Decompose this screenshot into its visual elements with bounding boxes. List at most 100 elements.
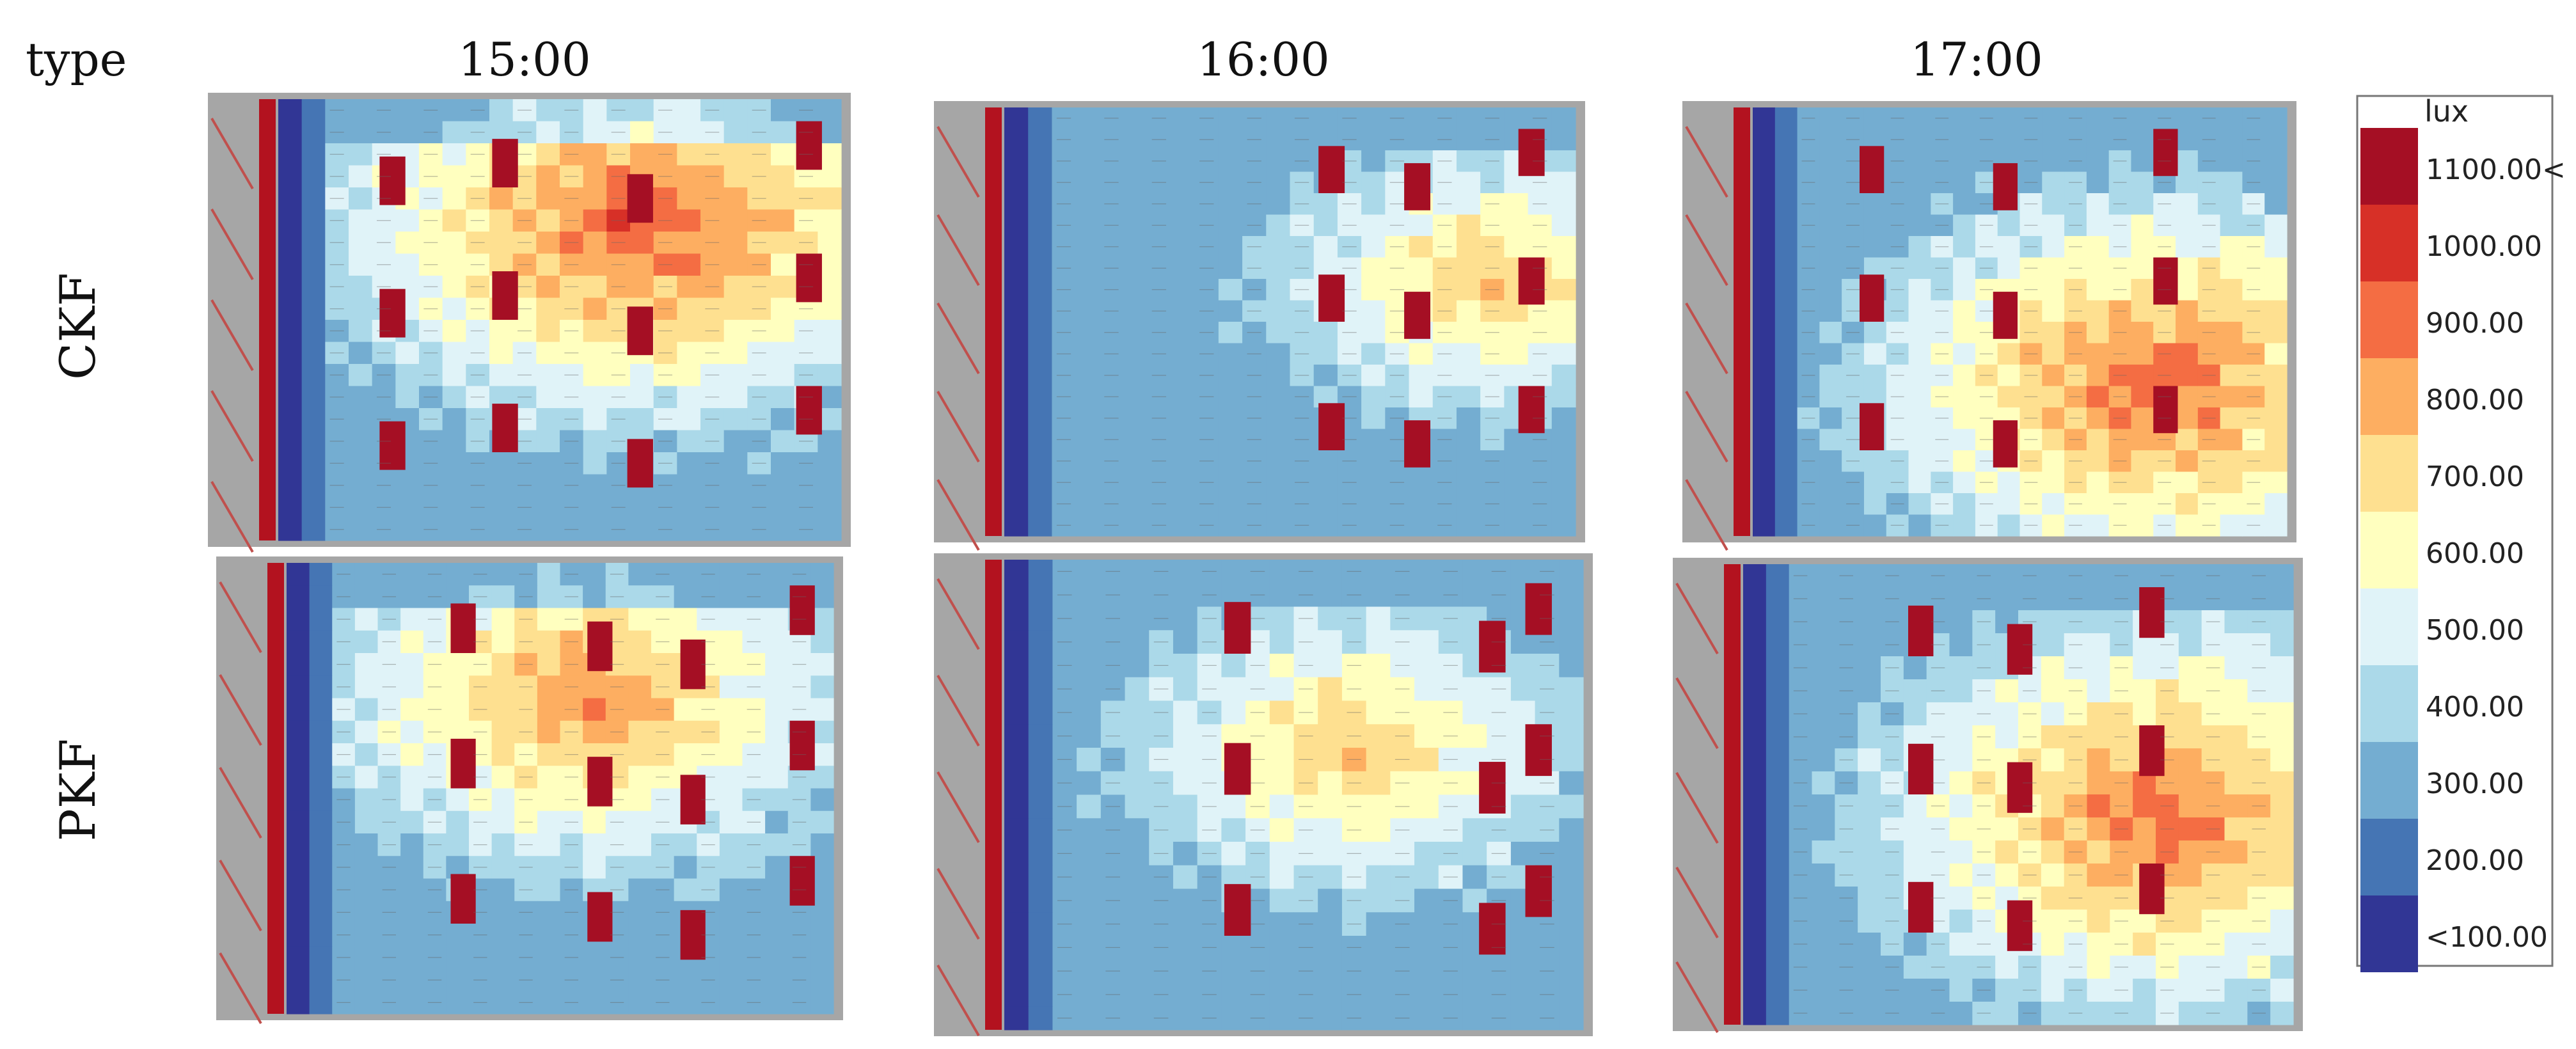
heat-cell bbox=[377, 968, 401, 992]
heat-cell bbox=[2018, 840, 2042, 864]
heat-cell bbox=[278, 496, 303, 519]
heat-cell bbox=[2197, 300, 2221, 322]
heat-cell bbox=[1313, 493, 1338, 516]
heat-cell bbox=[630, 496, 654, 519]
heat-cell bbox=[742, 698, 766, 722]
heat-cell bbox=[1953, 514, 1976, 537]
heat-cell bbox=[1123, 257, 1148, 280]
heat-cell bbox=[1385, 471, 1410, 494]
heat-cell bbox=[2064, 429, 2087, 451]
heat-cell bbox=[765, 810, 789, 834]
heat-cell bbox=[2041, 725, 2065, 749]
heat-cell bbox=[810, 833, 834, 856]
heat-cell bbox=[446, 810, 470, 834]
heat-cell bbox=[1173, 771, 1198, 796]
heat-cell bbox=[2019, 150, 2043, 173]
heat-cell bbox=[537, 653, 561, 676]
heat-cell bbox=[677, 452, 701, 475]
heat-cell bbox=[1797, 257, 1820, 280]
heat-cell bbox=[1551, 257, 1576, 280]
heat-cell bbox=[419, 408, 443, 431]
heat-cell bbox=[1858, 633, 1881, 657]
heat-cell bbox=[630, 408, 654, 431]
heat-cell bbox=[747, 474, 771, 497]
heat-cell bbox=[2087, 725, 2110, 749]
heat-cell bbox=[1753, 171, 1776, 194]
heat-cell bbox=[2110, 910, 2133, 933]
heat-cell bbox=[2087, 1002, 2110, 1025]
heat-cell bbox=[1789, 910, 1813, 933]
heat-cell bbox=[1173, 654, 1198, 678]
heat-cell bbox=[1510, 560, 1536, 584]
heat-cell bbox=[1972, 633, 1996, 657]
heat-cell bbox=[794, 320, 818, 343]
heat-cell bbox=[1487, 724, 1512, 748]
heat-cell bbox=[536, 209, 560, 232]
heat-cell bbox=[1218, 343, 1243, 365]
heat-cell bbox=[1242, 471, 1267, 494]
heat-cell bbox=[2108, 343, 2132, 365]
heat-cell bbox=[1385, 343, 1410, 365]
heat-cell bbox=[1997, 514, 2021, 537]
heat-cell bbox=[1366, 1006, 1391, 1030]
hatch-line bbox=[936, 771, 980, 844]
heat-cell bbox=[1835, 979, 1858, 1002]
heat-cell bbox=[1337, 193, 1362, 216]
heat-cell bbox=[400, 968, 424, 992]
heat-cell bbox=[349, 99, 373, 122]
heat-cell bbox=[1886, 514, 1909, 537]
heat-cell bbox=[1438, 912, 1464, 936]
heat-cell bbox=[536, 430, 560, 453]
heat-cell bbox=[2041, 840, 2065, 864]
heat-cell bbox=[771, 342, 795, 365]
heat-cell bbox=[2087, 887, 2110, 910]
heat-cell bbox=[1908, 150, 1931, 173]
heat-cell bbox=[2087, 979, 2110, 1002]
heat-cell bbox=[349, 143, 373, 166]
heat-cell bbox=[677, 99, 701, 122]
heat-cell bbox=[1390, 936, 1415, 960]
heat-cell bbox=[446, 698, 470, 722]
heat-cell bbox=[1269, 912, 1295, 936]
heat-cell bbox=[1858, 725, 1881, 749]
heat-cell bbox=[1149, 912, 1174, 936]
heat-cell bbox=[1290, 150, 1315, 173]
heat-cell bbox=[2156, 840, 2179, 864]
heat-cell bbox=[1438, 818, 1464, 842]
heat-cell bbox=[1797, 429, 1820, 451]
heat-cell bbox=[466, 209, 490, 232]
heat-cell bbox=[423, 743, 446, 766]
heat-cell bbox=[1099, 300, 1124, 322]
heat-cell bbox=[2176, 150, 2199, 173]
heat-cell bbox=[400, 720, 424, 744]
heat-cell bbox=[1052, 748, 1077, 772]
heat-cell bbox=[1972, 933, 1996, 956]
heat-cell bbox=[1245, 842, 1270, 866]
heat-cell bbox=[697, 720, 720, 744]
heat-cell bbox=[1004, 630, 1029, 654]
hatch-line bbox=[936, 214, 980, 287]
heat-cell bbox=[1462, 982, 1487, 1007]
heat-cell bbox=[1361, 150, 1386, 173]
heat-cell bbox=[2176, 407, 2199, 430]
heat-cell bbox=[630, 121, 654, 144]
heat-cell bbox=[1318, 865, 1343, 890]
legend-unit-label: lux bbox=[2424, 94, 2469, 129]
hot-cell bbox=[587, 621, 613, 672]
heat-cell bbox=[2041, 587, 2065, 611]
hot-cell bbox=[627, 306, 653, 356]
heat-cell bbox=[1149, 936, 1174, 960]
heat-cell bbox=[1789, 1002, 1813, 1025]
heat-cell bbox=[1099, 171, 1124, 194]
heat-cell bbox=[1510, 700, 1536, 725]
heat-cell bbox=[2220, 471, 2243, 494]
heat-cell bbox=[1125, 865, 1150, 890]
heat-cell bbox=[332, 946, 356, 970]
heat-cell bbox=[442, 232, 466, 255]
heat-cell bbox=[723, 209, 748, 232]
heat-cell bbox=[1028, 771, 1054, 796]
heat-cell bbox=[2064, 633, 2088, 657]
heat-cell bbox=[1173, 1006, 1198, 1030]
heat-cell bbox=[2042, 365, 2065, 387]
heat-cell bbox=[1886, 386, 1909, 408]
